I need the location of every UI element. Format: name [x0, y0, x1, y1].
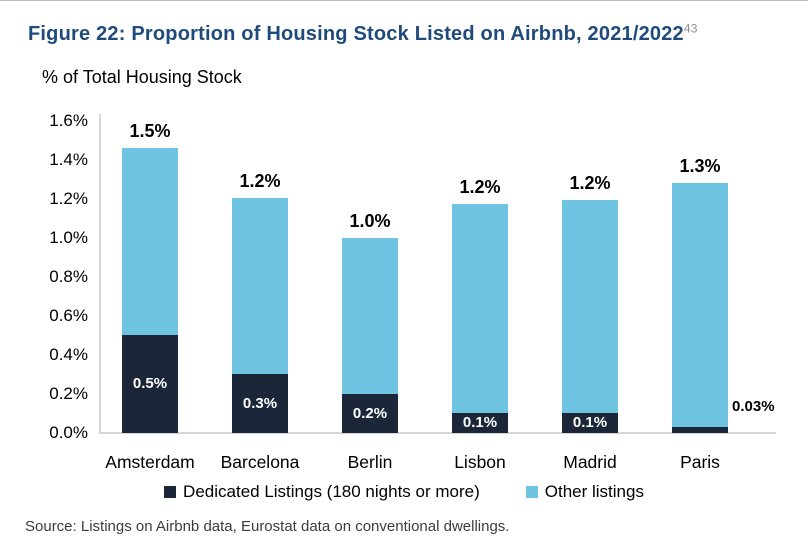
bar-total-label-amsterdam: 1.5% — [129, 121, 171, 141]
legend-swatch-other-icon — [525, 486, 538, 498]
figure-title: Figure 22: Proportion of Housing Stock L… — [28, 21, 698, 46]
bar-segment-label-lisbon: 0.1% — [462, 414, 498, 431]
bar-segment-label-paris: 0.03% — [732, 398, 775, 415]
legend-item-other: Other listings — [525, 482, 644, 502]
title-superscript: 43 — [683, 21, 698, 36]
x-axis-category-label-paris: Paris — [680, 452, 720, 472]
y-axis-title: % of Total Housing Stock — [42, 67, 242, 87]
bar-total-label-paris: 1.3% — [679, 156, 721, 176]
bar-total-label-berlin: 1.0% — [349, 211, 391, 231]
bar-segment-other-lisbon — [452, 204, 508, 413]
x-axis-category-label-amsterdam: Amsterdam — [105, 452, 195, 472]
y-axis-tick-label: 1.4% — [49, 150, 88, 169]
legend-swatch-dedicated-icon — [164, 486, 177, 498]
y-axis-tick-label: 0.4% — [49, 345, 88, 364]
bar-segment-dedicated-amsterdam — [122, 335, 178, 433]
bar-segment-other-madrid — [562, 200, 618, 413]
bar-segment-other-berlin — [342, 238, 398, 394]
bar-segment-dedicated-berlin — [342, 394, 398, 433]
x-axis-line — [99, 432, 776, 434]
legend-label-dedicated: Dedicated Listings (180 nights or more) — [183, 482, 480, 501]
bar-segment-label-barcelona: 0.3% — [242, 394, 278, 412]
y-axis-tick-label: 0.6% — [49, 306, 88, 325]
bar-segment-label-amsterdam: 0.5% — [132, 375, 168, 392]
bar-total-label-lisbon: 1.2% — [459, 177, 501, 197]
figure-title-text: Figure 22: Proportion of Housing Stock L… — [28, 23, 684, 45]
y-axis-tick-label: 1.0% — [49, 228, 88, 247]
bar-segment-dedicated-madrid — [562, 413, 618, 433]
bar-segment-other-barcelona — [232, 198, 288, 374]
bar-segment-label-berlin: 0.2% — [352, 404, 388, 422]
bar-segment-other-amsterdam — [122, 148, 178, 335]
bar-segment-dedicated-barcelona — [232, 374, 288, 433]
y-axis-tick-label: 0.0% — [49, 423, 88, 442]
x-axis-category-label-berlin: Berlin — [347, 452, 393, 472]
source-note: Source: Listings on Airbnb data, Eurosta… — [25, 518, 510, 535]
bar-segment-other-paris — [672, 183, 728, 427]
bar-total-label-madrid: 1.2% — [569, 173, 611, 193]
legend: Dedicated Listings (180 nights or more) … — [0, 482, 808, 502]
legend-item-dedicated: Dedicated Listings (180 nights or more) — [164, 482, 480, 502]
y-axis-tick-label: 1.2% — [49, 189, 88, 208]
bar-segment-dedicated-lisbon — [452, 413, 508, 433]
legend-label-other: Other listings — [544, 482, 644, 501]
x-axis-category-label-barcelona: Barcelona — [220, 452, 300, 472]
y-axis-tick-label: 1.6% — [49, 111, 88, 130]
y-axis-line — [99, 114, 101, 434]
bar-segment-dedicated-paris — [672, 427, 728, 433]
x-axis-category-label-lisbon: Lisbon — [454, 452, 506, 472]
y-axis-tick-label: 0.2% — [49, 384, 88, 403]
bar-total-label-barcelona: 1.2% — [239, 171, 281, 191]
y-axis-tick-label: 0.8% — [49, 267, 88, 286]
bar-segment-label-madrid: 0.1% — [572, 414, 608, 431]
x-axis-category-label-madrid: Madrid — [563, 452, 617, 472]
